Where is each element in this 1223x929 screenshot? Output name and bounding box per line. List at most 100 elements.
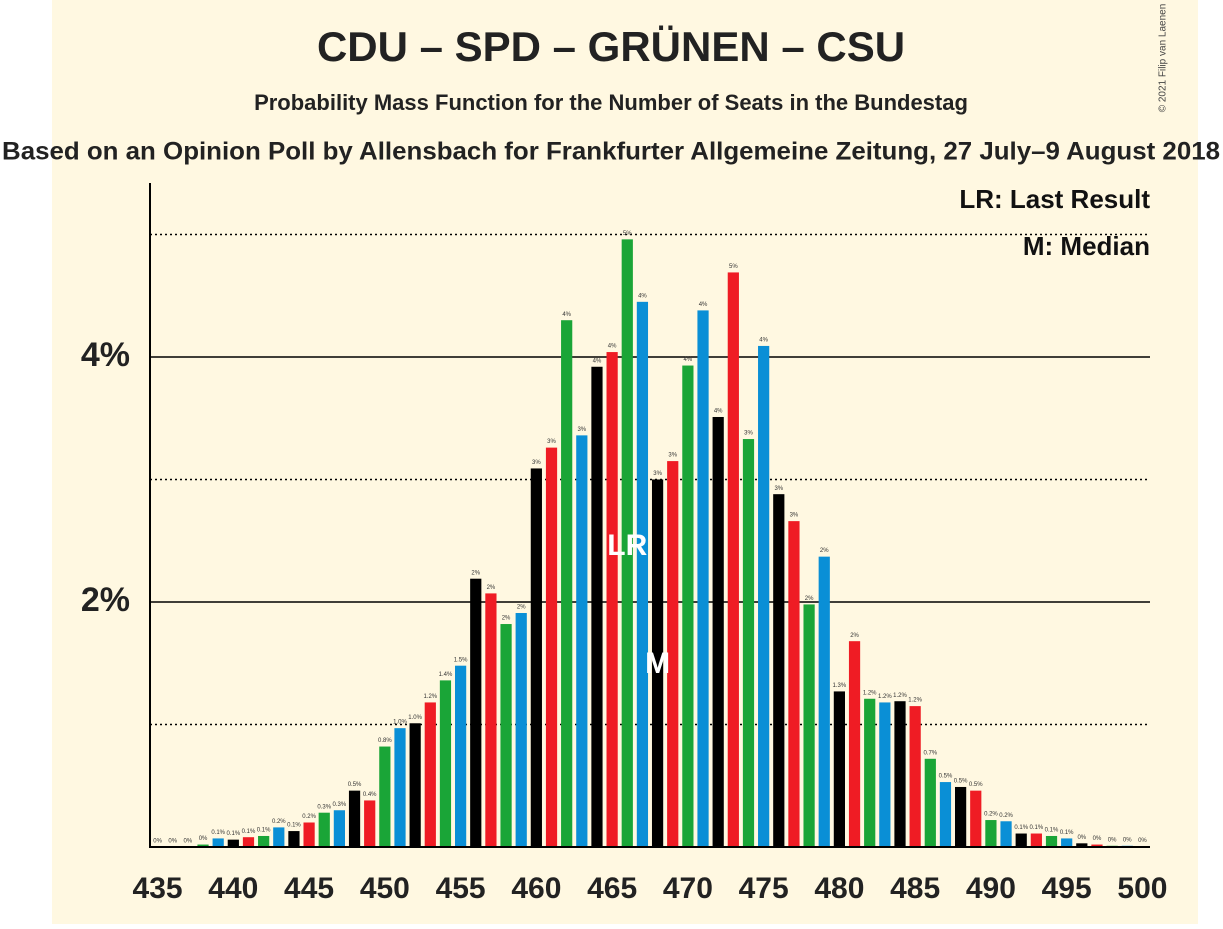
value-label: 0.4% (363, 792, 377, 798)
value-label: 0% (1077, 835, 1086, 841)
value-label: 0% (1093, 836, 1102, 842)
bar (545, 447, 558, 847)
bar (576, 435, 588, 847)
bar (394, 728, 406, 847)
value-label: 0.5% (969, 782, 983, 788)
last-result-marker: LR (607, 529, 647, 562)
bar (591, 366, 603, 847)
value-label: 0.1% (242, 829, 256, 835)
bar (833, 691, 845, 847)
bar (1076, 843, 1088, 847)
bar (409, 723, 421, 847)
value-label: 0.7% (923, 750, 937, 756)
x-tick-label: 485 (890, 872, 940, 905)
value-label: 2% (805, 596, 814, 602)
bar (1045, 835, 1058, 847)
value-label: 2% (850, 633, 859, 639)
grid (150, 233, 1150, 726)
median-marker: M (645, 647, 670, 680)
bar (530, 468, 542, 847)
bar (924, 758, 936, 847)
value-label: 4% (562, 312, 571, 318)
value-label: 0.2% (272, 819, 286, 825)
bar (455, 665, 467, 847)
value-label: 4% (684, 357, 693, 363)
value-label: 1.2% (863, 690, 877, 696)
value-label: 1.0% (408, 715, 422, 721)
bar (985, 820, 997, 847)
bar (788, 521, 800, 847)
value-label: 4% (699, 302, 708, 308)
bar (1000, 821, 1012, 847)
value-label: 1.4% (439, 672, 453, 678)
value-label: 4% (638, 293, 647, 299)
value-label: 3% (790, 513, 799, 519)
value-label: 0% (199, 836, 208, 842)
value-label: 0.1% (226, 831, 240, 837)
bar (470, 578, 482, 847)
value-label: 0.1% (257, 828, 271, 834)
value-label: 3% (577, 427, 586, 433)
value-label: 1.5% (454, 657, 468, 663)
chart-title: CDU – SPD – GRÜNEN – CSU (317, 23, 905, 70)
bar (1030, 833, 1042, 847)
value-label: 0.5% (939, 774, 953, 780)
bar (667, 461, 679, 847)
value-label: 5% (623, 231, 632, 237)
value-label: 1.2% (893, 693, 907, 699)
bar (227, 839, 239, 847)
value-label: 2% (820, 548, 829, 554)
bar (909, 706, 921, 847)
x-tick-label: 495 (1042, 872, 1092, 905)
value-label: 1.2% (423, 694, 437, 700)
bars: 0% 0% 0% 0%0.1% 0.1% 0.1% 0.1%0.2%0.1%0.2%0.3%… (153, 231, 1149, 847)
value-label: 3% (668, 453, 677, 459)
bar (727, 272, 739, 847)
value-label: 3% (532, 460, 541, 466)
value-label: 2% (487, 585, 496, 591)
value-label: 4% (608, 344, 617, 350)
value-label: 4% (593, 358, 602, 364)
value-label: 2% (471, 570, 480, 576)
bar (636, 301, 649, 847)
x-tick-label: 470 (663, 872, 713, 905)
bar (258, 835, 270, 847)
value-label: 0.3% (333, 802, 347, 808)
value-label: 0.8% (378, 738, 392, 744)
bar (197, 844, 209, 847)
bar (742, 439, 755, 847)
bar (682, 365, 694, 847)
bar (758, 345, 770, 847)
value-label: 5% (729, 264, 738, 270)
bar (879, 702, 891, 847)
chart-subtitle: Probability Mass Function for the Number… (254, 90, 968, 115)
x-tick-label: 450 (360, 872, 410, 905)
bar (606, 352, 618, 847)
bar (439, 680, 452, 847)
bar (939, 782, 952, 847)
bar (1015, 833, 1027, 847)
value-label: 0.2% (302, 814, 316, 820)
x-tick-label: 445 (284, 872, 334, 905)
x-tick-label: 500 (1117, 872, 1167, 905)
value-label: 0% (1123, 837, 1132, 843)
value-label: 3% (774, 486, 783, 492)
x-tick-label: 455 (436, 872, 486, 905)
bar (864, 698, 876, 847)
bar (288, 831, 300, 847)
x-tick-label: 435 (133, 872, 183, 905)
bar (803, 604, 815, 847)
bar (379, 746, 391, 847)
value-label: 1.3% (833, 683, 847, 689)
y-tick-label: 2% (81, 581, 130, 619)
bar (1091, 844, 1103, 847)
value-label: 3% (653, 471, 662, 477)
bar (333, 810, 345, 847)
bar (697, 310, 709, 847)
value-label: 2% (517, 605, 526, 611)
bar (1061, 838, 1073, 847)
bar (970, 790, 982, 847)
value-label: 0.5% (348, 782, 362, 788)
bar (848, 641, 861, 847)
bar (621, 239, 633, 847)
